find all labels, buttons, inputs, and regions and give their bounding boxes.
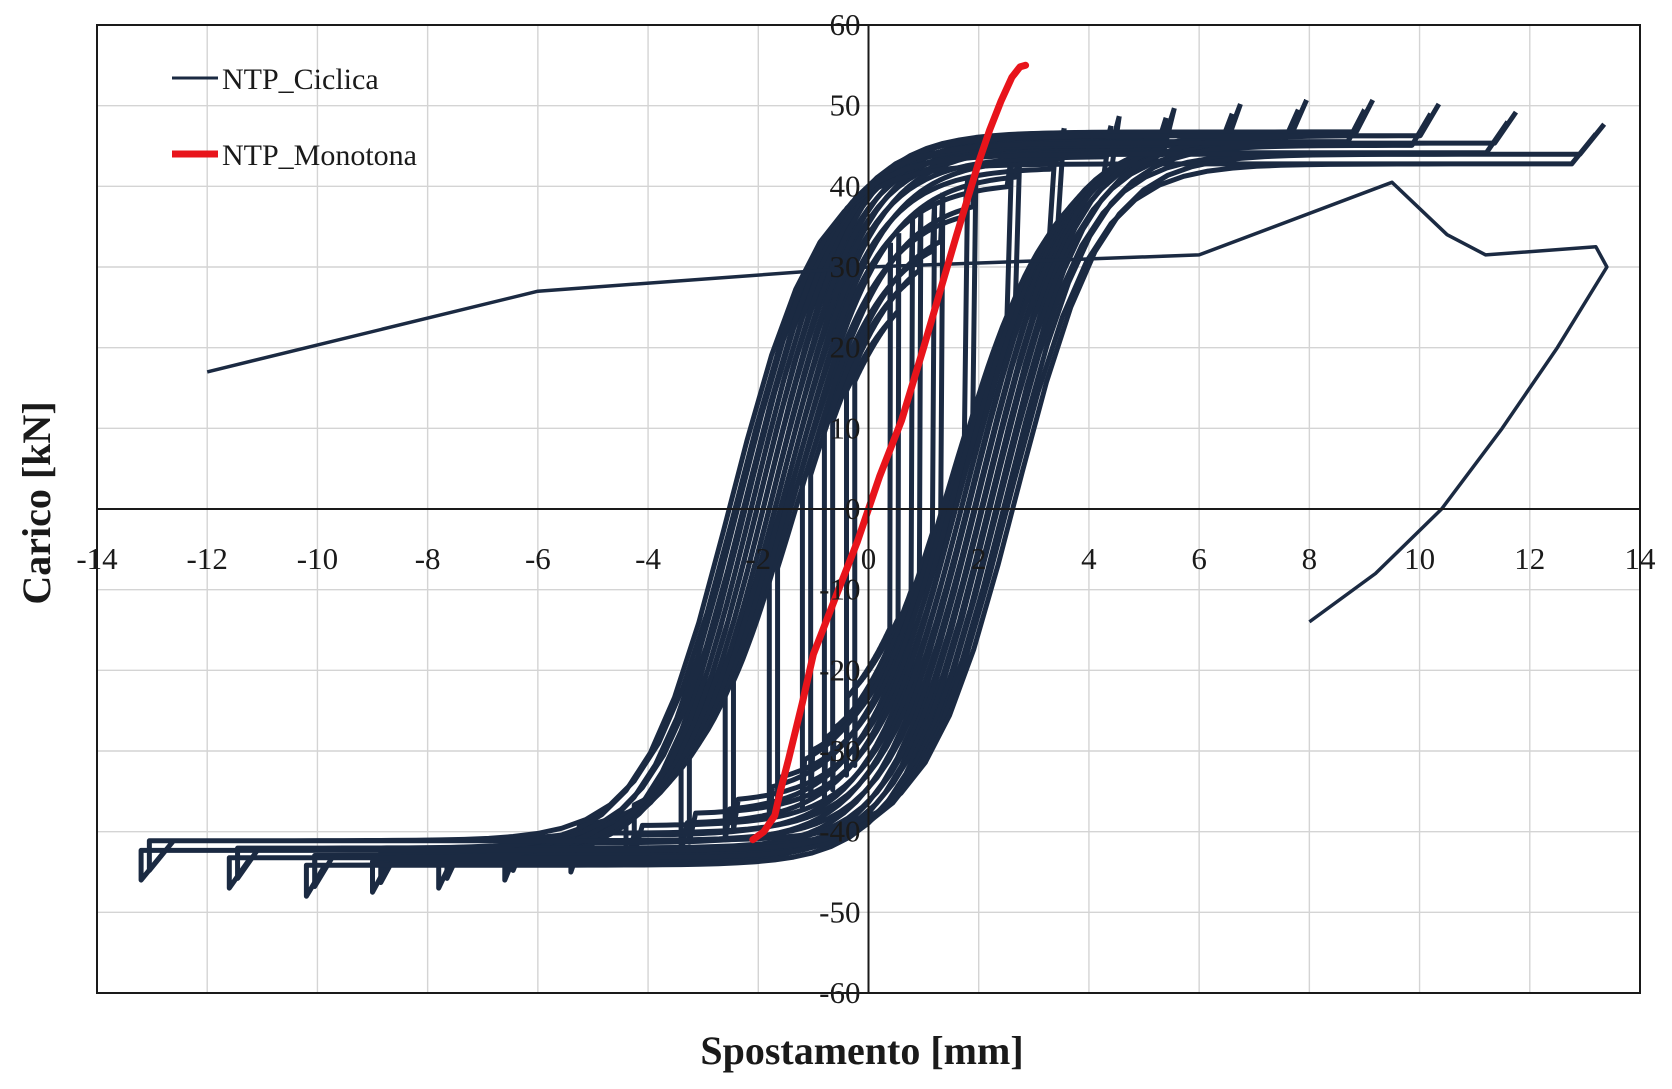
monotona-curve — [749, 61, 1030, 844]
y-tick-label: -50 — [819, 894, 860, 929]
tick-labels: -14 -12 -10 -8 -6 -4 -2 0 2 4 6 8 10 12 14-60-50-40-30… — [76, 7, 1656, 1010]
ciclica-final-branch — [206, 180, 1609, 624]
y-tick-label: 50 — [830, 88, 861, 123]
x-tick-label: 4 — [1081, 541, 1097, 576]
axes — [97, 25, 1640, 993]
x-tick-label: -10 — [297, 541, 338, 576]
x-tick-label: 8 — [1302, 541, 1318, 576]
ciclica-cycle-repeat-1 — [852, 233, 902, 769]
ciclica-cycle-repeat-12 — [312, 102, 1442, 890]
y-tick-label: 60 — [830, 7, 861, 42]
y-tick-label: 20 — [830, 330, 861, 365]
x-tick-label: -8 — [415, 541, 441, 576]
x-tick-label: 14 — [1625, 541, 1657, 576]
ciclica-cycle-6 — [678, 137, 1059, 855]
y-tick-label: -60 — [819, 975, 860, 1010]
y-tick-label: 30 — [830, 249, 861, 284]
y-tick-label: -30 — [819, 733, 860, 768]
y-tick-label: 10 — [830, 410, 861, 445]
legend-label-monotona: NTP_Monotona — [222, 139, 417, 172]
x-tick-label: 0 — [861, 541, 877, 576]
x-tick-label: -2 — [745, 541, 771, 576]
ciclica-cycle-repeat-13 — [235, 110, 1519, 881]
x-axis-title: Spostamento [mm] — [700, 1028, 1023, 1073]
x-tick-label: 6 — [1191, 541, 1207, 576]
x-tick-label: 12 — [1514, 541, 1545, 576]
x-tick-label: -4 — [635, 541, 661, 576]
ciclica-cycle-repeat-14 — [146, 122, 1607, 873]
legend: NTP_Ciclica NTP_Monotona — [172, 63, 417, 172]
y-axis-title: Carico [kN] — [14, 401, 59, 604]
y-tick-label: 40 — [830, 168, 861, 203]
x-tick-label: -12 — [187, 541, 228, 576]
y-tick-label: -10 — [819, 572, 860, 607]
x-tick-label: 2 — [971, 541, 987, 576]
y-tick-label: -40 — [819, 814, 860, 849]
y-tick-label: 0 — [845, 491, 861, 526]
series-layer — [138, 61, 1609, 899]
x-tick-label: -14 — [76, 541, 118, 576]
y-tick-label: -20 — [819, 652, 860, 687]
legend-label-ciclica: NTP_Ciclica — [222, 63, 379, 96]
x-tick-label: 10 — [1404, 541, 1435, 576]
x-tick-label: -6 — [525, 541, 551, 576]
